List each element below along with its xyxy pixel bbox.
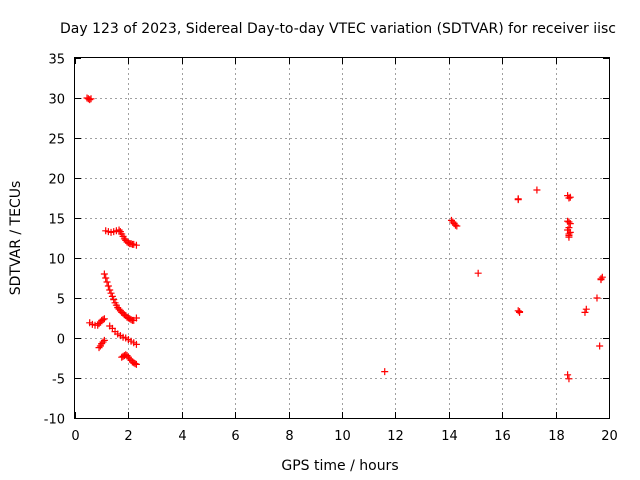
x-tick-label: 4	[178, 429, 186, 444]
y-tick-label: 20	[48, 173, 65, 188]
data-point	[100, 336, 108, 344]
series-pass-18.5	[564, 192, 574, 383]
series-pass-1.3-descent	[106, 322, 140, 348]
data-points	[83, 94, 606, 383]
data-point	[564, 371, 572, 379]
series-pass-1.1-middle	[100, 270, 140, 324]
data-point	[100, 270, 108, 278]
data-point	[100, 315, 108, 323]
series-pass-0.5	[83, 94, 95, 104]
data-point	[86, 96, 94, 104]
y-axis-label: SDTVAR / TECUs	[8, 181, 24, 296]
y-tick-label: -5	[52, 373, 65, 388]
series-pass-14.2	[447, 216, 461, 230]
data-point	[87, 95, 95, 103]
data-point	[565, 194, 573, 202]
data-point	[131, 360, 139, 368]
data-point	[99, 316, 107, 324]
data-point	[564, 226, 572, 234]
series-pass-19.1	[581, 305, 590, 316]
x-tick-label: 0	[71, 429, 79, 444]
x-axis: 0 2 4 6 8 10 12 14 16 18 20	[71, 58, 618, 444]
y-tick-label: 15	[48, 213, 65, 228]
y-tick-label: 25	[48, 133, 65, 148]
data-point	[566, 193, 574, 201]
data-point	[132, 314, 140, 322]
data-point	[106, 286, 114, 294]
x-axis-label: GPS time / hours	[281, 458, 398, 474]
data-point	[132, 241, 140, 249]
data-point	[514, 195, 522, 203]
data-point	[453, 222, 461, 230]
grid	[75, 58, 609, 418]
y-tick-label: 30	[48, 93, 65, 108]
x-tick-label: 14	[441, 429, 458, 444]
data-point	[564, 217, 572, 225]
data-point	[99, 338, 107, 346]
data-point	[115, 226, 123, 234]
y-tick-label: 0	[57, 333, 65, 348]
x-tick-label: 12	[387, 429, 404, 444]
x-tick-label: 18	[548, 429, 565, 444]
y-tick-label: 35	[48, 53, 65, 68]
chart-title: Day 123 of 2023, Sidereal Day-to-day VTE…	[60, 21, 616, 37]
data-point	[110, 296, 118, 304]
data-point	[108, 292, 116, 300]
series-pass-1.1-upper	[102, 226, 140, 249]
data-point	[107, 289, 115, 297]
data-point	[104, 282, 112, 290]
plot-frame	[74, 57, 610, 419]
data-point	[132, 360, 140, 368]
data-point	[474, 269, 482, 277]
data-point	[132, 340, 140, 348]
series-pass-19.6	[593, 273, 606, 350]
data-point	[593, 294, 601, 302]
series-pass-0.5-lower	[86, 315, 108, 329]
data-point	[451, 221, 459, 229]
data-point	[581, 308, 589, 316]
data-point	[533, 186, 541, 194]
series-isolated-11.6	[381, 368, 389, 376]
data-point	[103, 278, 111, 286]
x-tick-label: 16	[494, 429, 511, 444]
series-pass-16.6	[514, 195, 524, 316]
y-tick-label: -10	[44, 413, 65, 428]
series-isolated-15.1	[474, 269, 482, 277]
x-tick-label: 6	[231, 429, 239, 444]
x-tick-label: 10	[334, 429, 351, 444]
y-tick-label: 10	[48, 253, 65, 268]
data-point	[516, 308, 524, 316]
y-axis: -10 -5 0 5 10 15 20 25 30 35	[44, 53, 609, 428]
series-pass-0.9-dip	[95, 336, 108, 352]
x-tick-label: 2	[124, 429, 132, 444]
data-point	[597, 276, 605, 284]
data-point	[565, 375, 573, 383]
data-point	[565, 230, 573, 238]
data-point	[582, 305, 590, 313]
x-tick-label: 20	[601, 429, 618, 444]
series-isolated-17.3	[533, 186, 541, 194]
x-tick-label: 8	[285, 429, 293, 444]
data-point	[514, 307, 522, 315]
y-tick-label: 5	[57, 293, 65, 308]
data-point	[102, 274, 110, 282]
data-point	[95, 344, 103, 352]
series-pass-1.75-low	[118, 351, 140, 368]
data-point	[381, 368, 389, 376]
data-point	[596, 342, 604, 350]
